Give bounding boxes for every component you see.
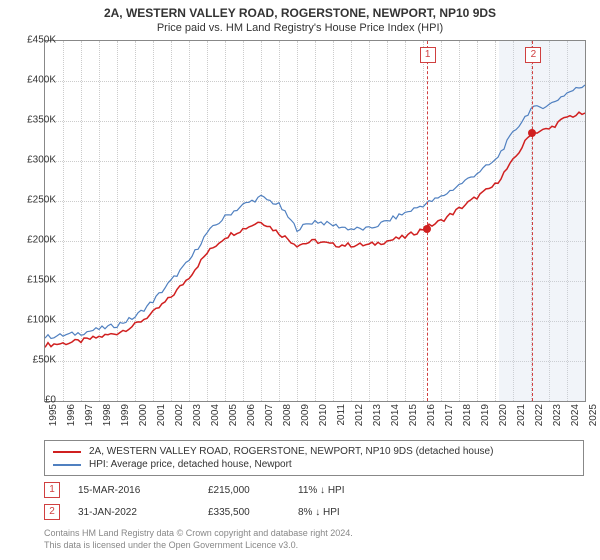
x-tick-label: 1999	[120, 404, 131, 432]
x-tick-label: 2008	[282, 404, 293, 432]
legend-label-hpi: HPI: Average price, detached house, Newp…	[89, 459, 292, 470]
x-tick-label: 2015	[408, 404, 419, 432]
series-hpi	[45, 85, 585, 339]
sale-date-1: 15-MAR-2016	[78, 485, 208, 496]
x-tick-label: 2022	[534, 404, 545, 432]
footer-attribution: Contains HM Land Registry data © Crown c…	[44, 528, 584, 551]
sale-row-1: 1 15-MAR-2016 £215,000 11% ↓ HPI	[44, 482, 584, 498]
footer-line-2: This data is licensed under the Open Gov…	[44, 540, 584, 552]
y-tick-label: £250K	[16, 195, 56, 206]
x-tick-label: 2014	[390, 404, 401, 432]
sale-point-1	[423, 225, 431, 233]
series-lines	[45, 41, 585, 401]
x-tick-label: 2006	[246, 404, 257, 432]
x-tick-label: 2010	[318, 404, 329, 432]
y-tick-label: £400K	[16, 75, 56, 86]
y-tick-label: £200K	[16, 235, 56, 246]
legend-row-hpi: HPI: Average price, detached house, Newp…	[53, 458, 575, 471]
x-tick-label: 2002	[174, 404, 185, 432]
x-tick-label: 2001	[156, 404, 167, 432]
x-tick-label: 2024	[570, 404, 581, 432]
x-tick-label: 2017	[444, 404, 455, 432]
x-tick-label: 2012	[354, 404, 365, 432]
y-tick-label: £150K	[16, 275, 56, 286]
x-tick-label: 2018	[462, 404, 473, 432]
y-tick-label: £300K	[16, 155, 56, 166]
y-tick-label: £100K	[16, 315, 56, 326]
y-tick-label: £350K	[16, 115, 56, 126]
x-tick-label: 2009	[300, 404, 311, 432]
x-tick-label: 1995	[48, 404, 59, 432]
x-tick-label: 2005	[228, 404, 239, 432]
y-tick-label: £450K	[16, 35, 56, 46]
sale-hpi-1: 11% ↓ HPI	[298, 485, 345, 496]
sale-vline-1	[427, 41, 428, 401]
x-tick-label: 2013	[372, 404, 383, 432]
x-tick-label: 2007	[264, 404, 275, 432]
chart-subtitle: Price paid vs. HM Land Registry's House …	[0, 20, 600, 38]
sale-price-2: £335,500	[208, 507, 298, 518]
x-tick-label: 2019	[480, 404, 491, 432]
x-tick-label: 2003	[192, 404, 203, 432]
legend-row-property: 2A, WESTERN VALLEY ROAD, ROGERSTONE, NEW…	[53, 445, 575, 458]
x-tick-label: 2016	[426, 404, 437, 432]
chart-plot-area: 12	[44, 40, 586, 402]
x-tick-label: 2020	[498, 404, 509, 432]
legend-swatch-property	[53, 451, 81, 453]
sale-marker-box-2: 2	[525, 47, 541, 63]
legend-label-property: 2A, WESTERN VALLEY ROAD, ROGERSTONE, NEW…	[89, 446, 493, 457]
sale-marker-box-1: 1	[420, 47, 436, 63]
sale-marker-2: 2	[44, 504, 60, 520]
x-tick-label: 1998	[102, 404, 113, 432]
sale-date-2: 31-JAN-2022	[78, 507, 208, 518]
sale-point-2	[528, 129, 536, 137]
sale-marker-1: 1	[44, 482, 60, 498]
x-tick-label: 2000	[138, 404, 149, 432]
x-tick-label: 1997	[84, 404, 95, 432]
x-tick-label: 2011	[336, 404, 347, 432]
x-tick-label: 2004	[210, 404, 221, 432]
y-tick-label: £50K	[16, 355, 56, 366]
chart-title: 2A, WESTERN VALLEY ROAD, ROGERSTONE, NEW…	[0, 0, 600, 20]
sale-hpi-2: 8% ↓ HPI	[298, 507, 340, 518]
footer-line-1: Contains HM Land Registry data © Crown c…	[44, 528, 584, 540]
x-tick-label: 2023	[552, 404, 563, 432]
x-tick-label: 2021	[516, 404, 527, 432]
sale-price-1: £215,000	[208, 485, 298, 496]
legend-and-notes: 2A, WESTERN VALLEY ROAD, ROGERSTONE, NEW…	[44, 440, 584, 551]
x-tick-label: 2025	[588, 404, 599, 432]
x-tick-label: 1996	[66, 404, 77, 432]
legend-swatch-hpi	[53, 464, 81, 466]
sale-row-2: 2 31-JAN-2022 £335,500 8% ↓ HPI	[44, 504, 584, 520]
legend-box: 2A, WESTERN VALLEY ROAD, ROGERSTONE, NEW…	[44, 440, 584, 476]
sale-vline-2	[532, 41, 533, 401]
